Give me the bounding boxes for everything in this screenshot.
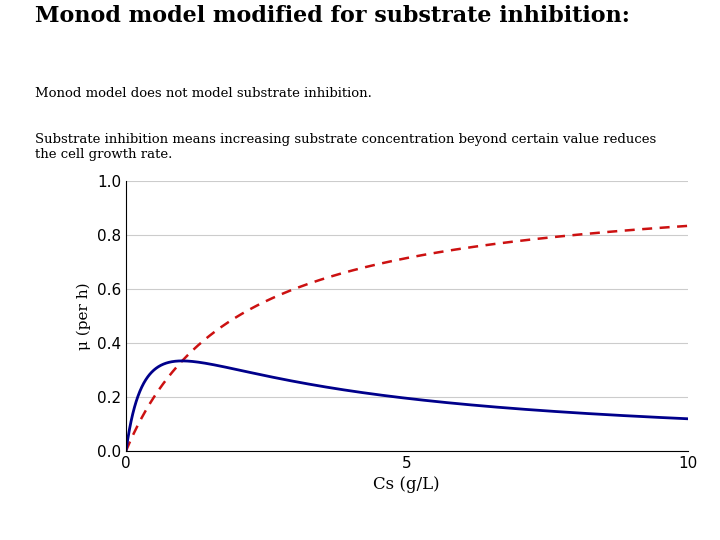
Text: Substrate inhibition means increasing substrate concentration beyond certain val: Substrate inhibition means increasing su… bbox=[35, 133, 657, 161]
Text: Monod model does not model substrate inhibition.: Monod model does not model substrate inh… bbox=[35, 87, 372, 100]
Text: Monod model modified for substrate inhibition:: Monod model modified for substrate inhib… bbox=[35, 5, 630, 28]
X-axis label: Cs (g/L): Cs (g/L) bbox=[374, 476, 440, 494]
Y-axis label: μ (per h): μ (per h) bbox=[77, 282, 91, 350]
